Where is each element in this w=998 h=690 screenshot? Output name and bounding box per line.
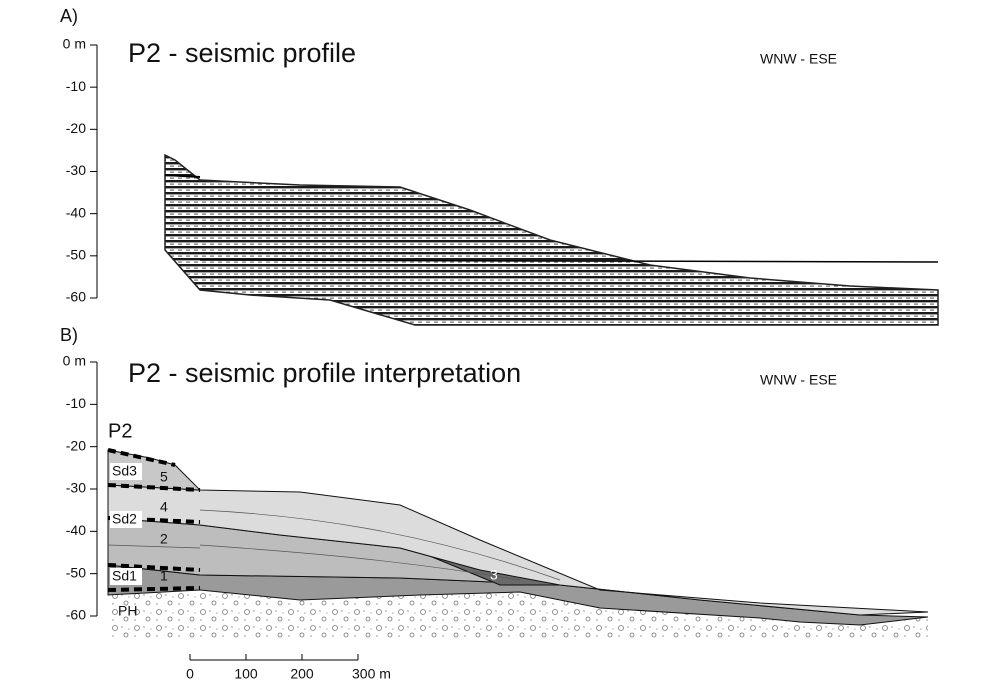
scale-label: 100 bbox=[234, 666, 258, 682]
layer-label: 3 bbox=[490, 567, 498, 583]
depth-tick-label: -60 bbox=[66, 607, 86, 623]
reflector bbox=[199, 259, 939, 263]
unit-label: Sd3 bbox=[112, 463, 137, 479]
scale-label: 200 bbox=[290, 666, 314, 682]
scale-label: 0 bbox=[186, 666, 194, 682]
unit-label: Sd1 bbox=[112, 568, 137, 584]
depth-tick-label: -50 bbox=[66, 247, 86, 263]
orientation: WNW - ESE bbox=[760, 372, 837, 388]
depth-tick-label: -30 bbox=[66, 480, 86, 496]
depth-tick-label: -10 bbox=[66, 395, 86, 411]
seismic-section bbox=[164, 153, 939, 326]
depth-tick-label: -20 bbox=[66, 437, 86, 453]
reflector bbox=[164, 174, 201, 178]
depth-tick-label: 0 m bbox=[63, 353, 86, 369]
profile-name: P2 bbox=[108, 420, 132, 442]
scale-label: 300 m bbox=[352, 666, 391, 682]
depth-tick-label: -50 bbox=[66, 564, 86, 580]
depth-axis: 0 m -10 -20 -30 -40 -50 -60 bbox=[63, 36, 98, 305]
depth-tick-label: -40 bbox=[66, 204, 86, 220]
scale-bar: 0 100 200 300 m bbox=[186, 654, 391, 682]
panel-title: P2 - seismic profile bbox=[128, 38, 356, 68]
layer-label: 4 bbox=[160, 499, 168, 515]
panel-title: P2 - seismic profile interpretation bbox=[128, 358, 521, 388]
basement-label: PH bbox=[118, 603, 137, 619]
layer-label: 1 bbox=[160, 568, 168, 584]
depth-tick-label: -60 bbox=[66, 289, 86, 305]
depth-tick-label: -10 bbox=[66, 78, 86, 94]
depth-axis: 0 m -10 -20 -30 -40 -50 -60 bbox=[63, 353, 98, 623]
unit-label: Sd2 bbox=[112, 511, 137, 527]
layer-label: 5 bbox=[160, 469, 168, 485]
depth-tick-label: 0 m bbox=[63, 36, 86, 52]
panel-label: A) bbox=[60, 6, 78, 26]
depth-tick-label: -20 bbox=[66, 120, 86, 136]
layer-label: 2 bbox=[160, 531, 168, 547]
depth-tick-label: -30 bbox=[66, 162, 86, 178]
panel-label: B) bbox=[60, 325, 78, 345]
interpretation bbox=[107, 448, 929, 640]
orientation: WNW - ESE bbox=[760, 51, 837, 67]
depth-tick-label: -40 bbox=[66, 522, 86, 538]
